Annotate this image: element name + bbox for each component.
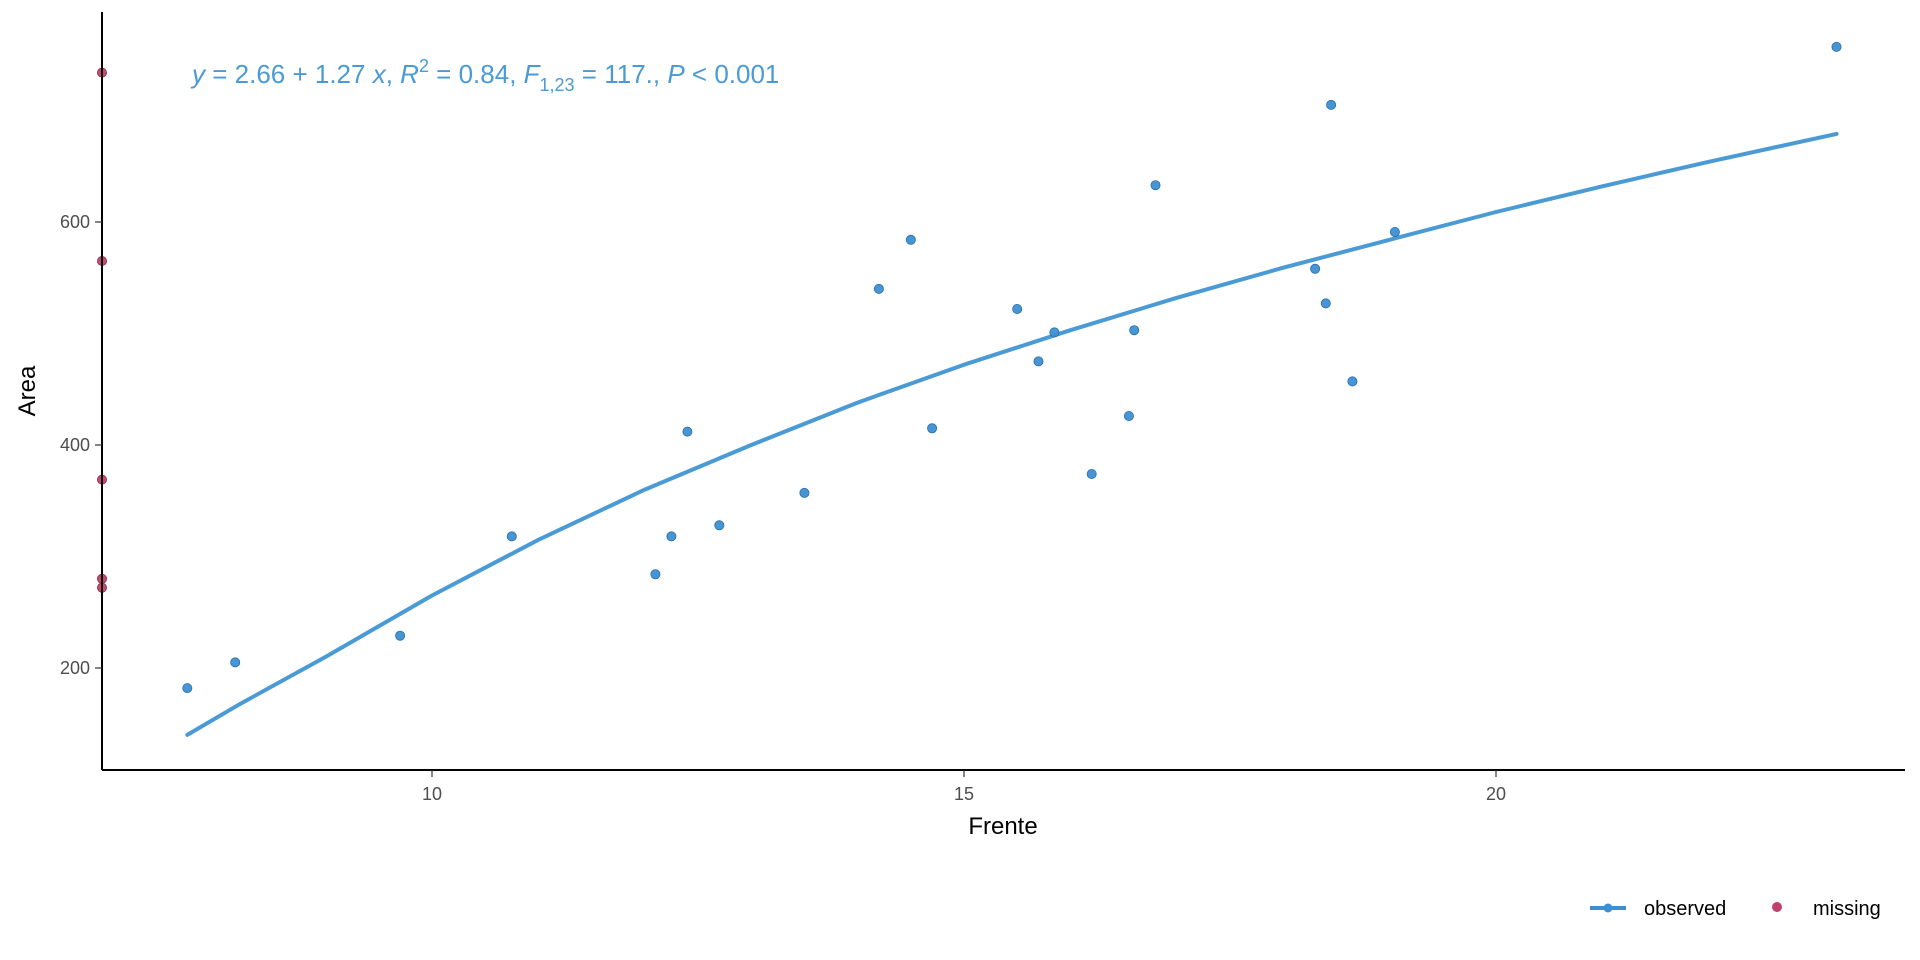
- observed-point: [1012, 303, 1023, 314]
- observed-point: [230, 657, 241, 668]
- observed-point: [506, 531, 517, 542]
- observed-point: [1129, 325, 1140, 336]
- observed-point: [1123, 410, 1134, 421]
- legend-observed-label: observed: [1644, 898, 1726, 920]
- y-axis-title: Area: [14, 365, 41, 416]
- fit-curve: [185, 131, 1839, 737]
- observed-point: [1347, 376, 1358, 387]
- x-tick-label: 15: [954, 784, 974, 804]
- eq-r-sup: 2: [419, 56, 429, 76]
- observed-point: [873, 283, 884, 294]
- observed-point: [666, 531, 677, 542]
- observed-point: [1049, 327, 1060, 338]
- legend-missing-marker: [1772, 902, 1782, 912]
- legend-observed-marker: [1603, 903, 1613, 913]
- eq-r2-value: = 0.84,: [429, 59, 524, 89]
- x-axis-title: Frente: [968, 813, 1037, 840]
- observed-point: [1033, 356, 1044, 367]
- legend: observed missing: [1590, 898, 1881, 920]
- eq-main: = 2.66 + 1.27: [205, 59, 373, 89]
- legend-missing-label: missing: [1813, 898, 1881, 920]
- observed-point: [799, 487, 810, 498]
- eq-r: R: [400, 59, 419, 89]
- observed-point: [1320, 298, 1331, 309]
- eq-y: y: [190, 59, 207, 89]
- eq-p: P: [667, 59, 685, 89]
- eq-f-value: = 117.,: [575, 59, 668, 89]
- eq-p-value: < 0.001: [685, 59, 780, 89]
- observed-point: [1310, 263, 1321, 274]
- x-tick-label: 10: [422, 784, 442, 804]
- observed-point: [650, 569, 661, 580]
- observed-point: [1150, 180, 1161, 191]
- observed-point: [1831, 41, 1842, 52]
- y-tick-label: 200: [60, 658, 90, 678]
- observed-point: [1086, 468, 1097, 479]
- regression-equation: y = 2.66 + 1.27 x, R2 = 0.84, F1,23 = 11…: [190, 56, 779, 95]
- observed-point: [1326, 99, 1337, 110]
- y-tick-label: 600: [60, 212, 90, 232]
- x-tick-label: 20: [1486, 784, 1506, 804]
- observed-point: [182, 683, 193, 694]
- eq-x: x: [371, 59, 387, 89]
- y-tick-label: 400: [60, 435, 90, 455]
- eq-f: F: [524, 59, 542, 89]
- observed-point: [927, 423, 938, 434]
- observed-point: [682, 426, 693, 437]
- eq-sep: ,: [386, 59, 400, 89]
- observed-point: [395, 630, 406, 641]
- observed-point: [905, 234, 916, 245]
- observed-point: [714, 520, 725, 531]
- eq-f-sub: 1,23: [540, 75, 575, 95]
- observed-point: [1389, 226, 1400, 237]
